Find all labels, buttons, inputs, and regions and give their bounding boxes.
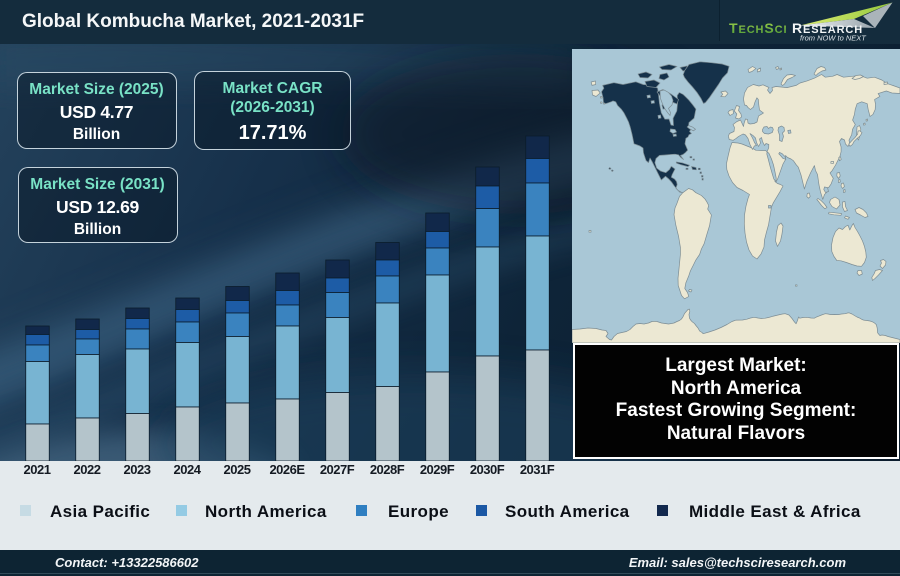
svg-text:TECHSCI: TECHSCI — [729, 20, 787, 36]
svg-text:from NOW to NEXT: from NOW to NEXT — [800, 34, 867, 43]
svg-text:RESEARCH: RESEARCH — [792, 20, 863, 36]
